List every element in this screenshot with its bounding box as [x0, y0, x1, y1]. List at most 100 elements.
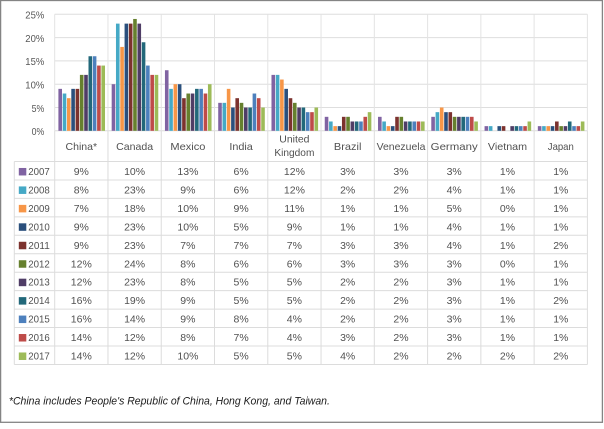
svg-text:2014: 2014 — [28, 295, 50, 307]
svg-text:8%: 8% — [74, 184, 89, 196]
svg-text:2008: 2008 — [28, 184, 50, 196]
svg-text:3%: 3% — [447, 258, 462, 270]
svg-text:4%: 4% — [340, 351, 355, 363]
svg-text:2%: 2% — [393, 295, 408, 307]
svg-text:2%: 2% — [393, 332, 408, 344]
svg-text:1%: 1% — [340, 221, 355, 233]
svg-text:Canada: Canada — [116, 141, 153, 153]
svg-text:1%: 1% — [500, 332, 515, 344]
svg-text:2%: 2% — [340, 295, 355, 307]
svg-text:9%: 9% — [74, 166, 89, 178]
svg-text:1%: 1% — [553, 166, 568, 178]
svg-text:3%: 3% — [340, 240, 355, 252]
svg-text:2007: 2007 — [28, 166, 50, 178]
svg-text:23%: 23% — [124, 221, 145, 233]
svg-text:China*: China* — [66, 141, 98, 153]
svg-text:2%: 2% — [447, 351, 462, 363]
svg-text:20%: 20% — [25, 33, 44, 45]
svg-text:2017: 2017 — [28, 351, 50, 363]
svg-text:Kingdom: Kingdom — [274, 147, 314, 159]
svg-text:3%: 3% — [447, 332, 462, 344]
svg-text:9%: 9% — [180, 184, 195, 196]
svg-text:10%: 10% — [25, 80, 44, 92]
svg-text:10%: 10% — [124, 166, 145, 178]
svg-text:1%: 1% — [500, 221, 515, 233]
svg-text:*China includes People's Repub: *China includes People's Republic of Chi… — [9, 396, 330, 408]
svg-text:2016: 2016 — [28, 332, 50, 344]
svg-text:Japan: Japan — [548, 141, 574, 153]
svg-text:1%: 1% — [500, 295, 515, 307]
svg-text:14%: 14% — [71, 351, 92, 363]
svg-text:5%: 5% — [447, 203, 462, 215]
svg-text:3%: 3% — [340, 166, 355, 178]
svg-text:3%: 3% — [447, 314, 462, 326]
svg-text:1%: 1% — [393, 221, 408, 233]
svg-text:2010: 2010 — [28, 221, 50, 233]
svg-text:10%: 10% — [177, 221, 198, 233]
svg-text:1%: 1% — [393, 203, 408, 215]
svg-text:0%: 0% — [500, 258, 515, 270]
svg-text:6%: 6% — [234, 166, 249, 178]
svg-text:1%: 1% — [553, 258, 568, 270]
svg-text:1%: 1% — [500, 277, 515, 289]
svg-text:8%: 8% — [180, 258, 195, 270]
svg-text:1%: 1% — [500, 166, 515, 178]
svg-text:1%: 1% — [500, 314, 515, 326]
svg-text:2%: 2% — [553, 240, 568, 252]
svg-text:1%: 1% — [553, 332, 568, 344]
svg-text:9%: 9% — [74, 240, 89, 252]
svg-text:2%: 2% — [340, 277, 355, 289]
svg-text:5%: 5% — [234, 295, 249, 307]
svg-text:2009: 2009 — [28, 203, 50, 215]
svg-text:7%: 7% — [234, 332, 249, 344]
svg-text:23%: 23% — [124, 240, 145, 252]
svg-text:5%: 5% — [287, 295, 302, 307]
svg-text:2%: 2% — [340, 184, 355, 196]
svg-text:7%: 7% — [287, 240, 302, 252]
svg-text:5%: 5% — [234, 221, 249, 233]
svg-text:7%: 7% — [180, 240, 195, 252]
svg-text:4%: 4% — [447, 184, 462, 196]
svg-text:5%: 5% — [234, 277, 249, 289]
svg-text:16%: 16% — [71, 295, 92, 307]
svg-text:9%: 9% — [180, 314, 195, 326]
svg-text:1%: 1% — [553, 221, 568, 233]
svg-text:2%: 2% — [340, 314, 355, 326]
svg-text:0%: 0% — [500, 203, 515, 215]
svg-text:5%: 5% — [32, 103, 45, 115]
svg-text:12%: 12% — [71, 258, 92, 270]
svg-text:United: United — [279, 133, 309, 145]
svg-text:5%: 5% — [234, 351, 249, 363]
svg-text:2%: 2% — [553, 351, 568, 363]
svg-text:1%: 1% — [340, 203, 355, 215]
svg-text:3%: 3% — [447, 277, 462, 289]
svg-text:1%: 1% — [553, 314, 568, 326]
svg-text:Vietnam: Vietnam — [488, 141, 527, 153]
svg-text:0%: 0% — [32, 126, 45, 138]
svg-text:5%: 5% — [287, 277, 302, 289]
svg-text:3%: 3% — [393, 240, 408, 252]
svg-text:4%: 4% — [447, 240, 462, 252]
svg-text:1%: 1% — [553, 277, 568, 289]
svg-text:Mexico: Mexico — [170, 141, 205, 153]
svg-text:8%: 8% — [180, 332, 195, 344]
svg-text:12%: 12% — [124, 351, 145, 363]
svg-text:10%: 10% — [177, 351, 198, 363]
svg-text:3%: 3% — [447, 295, 462, 307]
svg-text:6%: 6% — [234, 258, 249, 270]
svg-text:25%: 25% — [25, 10, 44, 22]
svg-text:9%: 9% — [287, 221, 302, 233]
svg-text:3%: 3% — [340, 332, 355, 344]
svg-text:4%: 4% — [287, 314, 302, 326]
svg-text:8%: 8% — [180, 277, 195, 289]
svg-text:2%: 2% — [393, 314, 408, 326]
svg-text:2%: 2% — [393, 184, 408, 196]
svg-text:12%: 12% — [284, 166, 305, 178]
svg-text:2013: 2013 — [28, 277, 50, 289]
svg-text:2%: 2% — [393, 351, 408, 363]
svg-text:3%: 3% — [340, 258, 355, 270]
svg-text:7%: 7% — [74, 203, 89, 215]
svg-text:2%: 2% — [553, 295, 568, 307]
svg-text:14%: 14% — [71, 332, 92, 344]
svg-text:4%: 4% — [287, 332, 302, 344]
